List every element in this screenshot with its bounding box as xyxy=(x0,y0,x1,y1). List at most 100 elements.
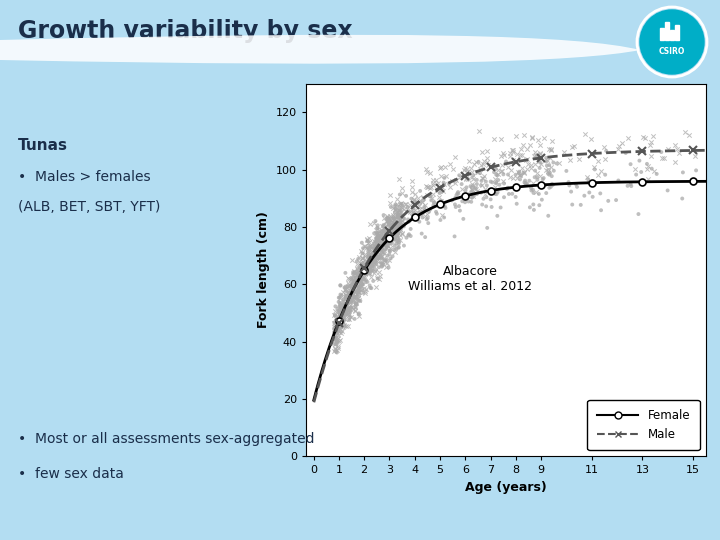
Point xyxy=(414,205,426,213)
Point xyxy=(579,130,590,138)
Point xyxy=(383,231,395,239)
Point xyxy=(436,163,447,172)
Point xyxy=(330,324,342,333)
Point xyxy=(446,196,458,205)
Point xyxy=(381,240,392,249)
Point xyxy=(611,196,622,205)
Point xyxy=(672,145,683,153)
Point xyxy=(363,264,374,272)
Point xyxy=(389,233,400,241)
Point xyxy=(338,315,350,324)
Point xyxy=(365,242,377,251)
Point xyxy=(331,348,343,357)
Point xyxy=(361,259,372,268)
Point xyxy=(347,280,359,289)
Point xyxy=(384,239,395,248)
Point xyxy=(689,151,701,160)
Point xyxy=(396,230,408,239)
Point xyxy=(358,262,369,271)
Point xyxy=(528,152,540,160)
Point xyxy=(520,179,531,187)
Point xyxy=(334,312,346,320)
Point xyxy=(427,181,438,190)
Point xyxy=(372,234,383,243)
Point xyxy=(390,200,401,209)
Point xyxy=(539,134,550,143)
Point xyxy=(341,308,352,317)
Point xyxy=(659,154,670,163)
Point xyxy=(376,234,387,243)
Point xyxy=(384,247,396,256)
Point xyxy=(392,194,403,203)
Point xyxy=(367,266,379,275)
Point xyxy=(662,186,673,195)
Point xyxy=(333,308,344,316)
Point xyxy=(467,171,479,180)
Point xyxy=(520,179,531,188)
Point xyxy=(375,236,387,245)
Point xyxy=(482,147,493,156)
Point xyxy=(498,148,509,157)
Point xyxy=(340,310,351,319)
Point xyxy=(337,307,348,315)
Point xyxy=(387,229,398,238)
Point xyxy=(395,203,407,212)
Point xyxy=(378,221,390,230)
Point xyxy=(366,257,378,266)
Point xyxy=(364,265,376,273)
Point xyxy=(353,296,364,305)
Point xyxy=(381,256,392,265)
Point xyxy=(391,219,402,227)
Point xyxy=(340,285,351,294)
Point xyxy=(383,215,395,224)
Point xyxy=(464,182,476,191)
Point xyxy=(381,232,392,241)
Point xyxy=(336,305,348,313)
Point xyxy=(374,242,386,251)
Point xyxy=(340,309,351,318)
Point xyxy=(364,253,375,261)
Point xyxy=(349,315,361,323)
Point xyxy=(543,145,554,153)
Point xyxy=(330,333,341,342)
Point xyxy=(431,207,442,216)
Point xyxy=(379,235,390,244)
Point xyxy=(375,259,387,267)
Point xyxy=(345,313,356,321)
Point xyxy=(388,218,400,227)
Point xyxy=(456,197,468,206)
Point xyxy=(518,168,529,177)
Point xyxy=(353,253,364,261)
Point xyxy=(351,265,362,273)
Point xyxy=(357,254,369,262)
Point xyxy=(390,230,402,238)
Point xyxy=(339,300,351,308)
Point xyxy=(372,251,384,260)
Point xyxy=(374,226,386,235)
Point xyxy=(352,267,364,275)
Point xyxy=(337,323,348,332)
Point xyxy=(332,313,343,321)
Point xyxy=(379,226,390,235)
Point xyxy=(402,215,414,224)
Point xyxy=(466,198,477,206)
Point xyxy=(341,305,352,314)
Point xyxy=(393,222,405,231)
Point xyxy=(345,303,356,312)
Point xyxy=(513,168,524,177)
Point xyxy=(354,268,365,277)
Point xyxy=(333,333,344,342)
Point xyxy=(570,180,582,188)
Point xyxy=(513,171,525,179)
Point xyxy=(336,291,347,300)
Point xyxy=(564,181,575,190)
Point xyxy=(346,279,357,287)
Point xyxy=(421,183,433,192)
Point xyxy=(351,269,363,278)
Point xyxy=(347,291,359,299)
Point xyxy=(428,198,440,207)
Point xyxy=(356,253,368,262)
Point xyxy=(413,193,424,202)
Point xyxy=(436,197,447,205)
Point xyxy=(359,261,370,269)
